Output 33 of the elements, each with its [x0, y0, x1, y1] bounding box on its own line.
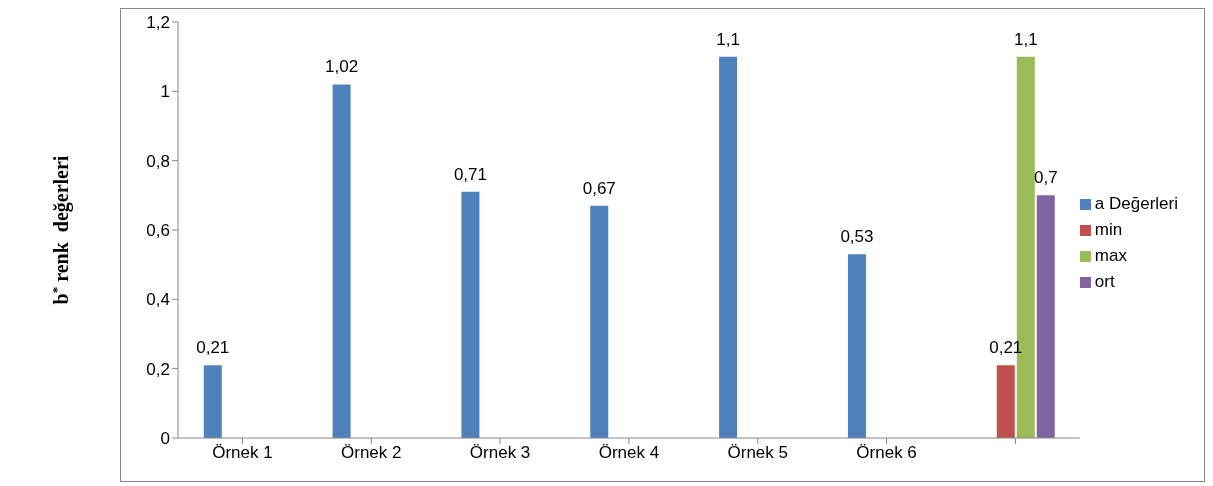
x-tick-label: Örnek 1 [212, 443, 273, 463]
bar [847, 254, 866, 438]
y-tick-label: 1 [160, 82, 170, 102]
data-label: 0,67 [582, 178, 616, 198]
data-label: 0,21 [196, 338, 230, 358]
y-tick-label: 0,6 [146, 221, 170, 241]
y-tick-label: 0,8 [146, 151, 170, 171]
data-label: 1,1 [716, 29, 740, 49]
data-label: 0,71 [453, 164, 487, 184]
data-label: 0,53 [840, 227, 874, 247]
x-tick-label: Örnek 2 [341, 443, 402, 463]
bar [461, 191, 480, 438]
x-tick-label: Örnek 3 [469, 443, 531, 463]
bar [1036, 195, 1055, 438]
y-tick-label: 1,2 [146, 13, 170, 33]
x-tick-label: Örnek 4 [598, 443, 660, 463]
bar [996, 365, 1015, 438]
data-label: 1,02 [325, 57, 359, 77]
bar [203, 365, 222, 438]
y-tick-label: 0 [160, 429, 170, 449]
legend-label: a Değerleri [1094, 194, 1178, 213]
data-label: 0,7 [1033, 168, 1058, 188]
bar [590, 205, 609, 438]
data-label: 1,1 [1013, 29, 1038, 49]
y-tick-label: 0,2 [146, 359, 170, 379]
bar [719, 56, 738, 438]
x-tick-label: Örnek 6 [856, 443, 917, 463]
legend-label: max [1094, 246, 1127, 265]
legend-label: min [1094, 220, 1123, 239]
y-tick-label: 0,4 [146, 290, 170, 310]
bar [332, 84, 351, 438]
x-tick-label: Örnek 5 [727, 443, 788, 463]
legend-label: ort [1094, 272, 1115, 291]
